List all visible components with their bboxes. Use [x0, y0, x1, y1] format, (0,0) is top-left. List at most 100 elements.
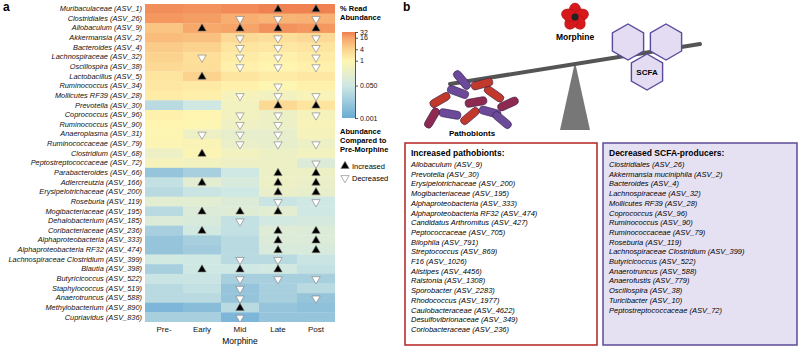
heatmap-cell	[221, 245, 259, 255]
list-item: Bacteroides (ASV_4)	[609, 179, 680, 188]
change-marker	[312, 36, 320, 43]
heatmap-cell	[145, 81, 183, 91]
heatmap-cell	[183, 100, 221, 110]
change-marker	[198, 24, 206, 31]
change-marker	[236, 132, 244, 139]
list-item: F16 (ASV_1026)	[411, 257, 467, 266]
row-label: Lactobacillus (ASV_5)	[69, 72, 142, 81]
row-label: Methylobacterium (ASV_890)	[45, 303, 142, 312]
heatmap-cell	[183, 235, 221, 245]
list-item: Sporobacter (ASV_2283)	[411, 286, 495, 295]
row-label: Clostridium (ASV_68)	[71, 149, 143, 158]
row-label: Peptostreptococcaceae (ASV_72)	[31, 158, 143, 167]
change-marker	[312, 5, 320, 12]
change-marker	[312, 24, 320, 31]
colorbar-tick-label: 0.050	[360, 82, 378, 89]
list-item: Ruminococcus (ASV_90)	[609, 218, 693, 227]
heatmap-cell	[183, 91, 221, 101]
change-marker	[236, 296, 244, 303]
heatmap-cell	[297, 216, 335, 226]
heatmap-cells	[145, 4, 335, 322]
marker-legend-title: Abundance	[340, 127, 381, 136]
diagram-label: Morphine	[556, 32, 595, 42]
list-item: Butyricicoccus (ASV_522)	[609, 257, 696, 266]
heatmap-cell	[183, 139, 221, 149]
change-marker	[312, 188, 320, 195]
row-tick: Bacteroides (ASV_4)	[73, 43, 145, 52]
colorbar-title: Abundance	[340, 13, 381, 22]
scale-fulcrum	[560, 62, 590, 130]
list-item: Akkermansia muciniphila (ASV_2)	[608, 170, 723, 179]
heatmap-cell	[259, 14, 297, 24]
heatmap-cell	[183, 303, 221, 313]
row-tick: Methylobacterium (ASV_890)	[45, 303, 145, 312]
heatmap-cell	[259, 197, 297, 207]
row-label: Coribacteriaceae (ASV_236)	[48, 226, 143, 235]
heatmap-cell	[145, 71, 183, 81]
heatmap-cell	[183, 71, 221, 81]
column-label: Post	[308, 325, 325, 334]
row-tick: Mogibacteriaceae (ASV_195)	[45, 207, 145, 216]
heatmap-cell	[221, 100, 259, 110]
change-marker	[274, 245, 282, 252]
colorbar-tick: 0.001	[355, 115, 378, 122]
heatmap-cell	[259, 235, 297, 245]
change-marker	[274, 188, 282, 195]
heatmap-cell	[259, 81, 297, 91]
row-tick: Alphaproteobacteria RF32 (ASV_474)	[17, 245, 145, 254]
change-marker	[236, 36, 244, 43]
colorbar-tick-mark	[355, 38, 358, 39]
heatmap-cell	[183, 129, 221, 139]
change-marker	[236, 55, 244, 62]
heatmap-cell	[297, 245, 335, 255]
heatmap-cell	[259, 62, 297, 72]
heatmap-cell	[259, 187, 297, 197]
heatmap-cell	[145, 52, 183, 62]
heatmap-cell	[145, 33, 183, 43]
heatmap-cell	[297, 293, 335, 303]
poppy-petal	[560, 7, 579, 23]
row-label: Coprococcus (ASV_96)	[65, 110, 143, 119]
heatmap-cell	[221, 129, 259, 139]
heatmap-cell	[297, 110, 335, 120]
change-marker	[274, 24, 282, 31]
row-tick: Blautia (ASV_398)	[81, 264, 145, 273]
heatmap-cell	[145, 91, 183, 101]
marker-legend-title: Pre-Morphine	[340, 145, 388, 154]
change-marker	[274, 207, 282, 214]
heatmap-cell	[145, 129, 183, 139]
change-marker	[274, 200, 282, 207]
row-tick: Lactobacillus (ASV_5)	[69, 72, 145, 81]
change-marker	[274, 84, 282, 91]
change-marker	[198, 72, 206, 79]
heatmap-cell	[221, 81, 259, 91]
list-item: Mogibacteriaceae (ASV_195)	[411, 189, 509, 198]
heatmap-cell	[145, 264, 183, 274]
change-marker	[312, 245, 320, 252]
heatmap-cell	[145, 168, 183, 178]
change-marker	[312, 45, 320, 52]
list-title: Increased pathobionts:	[411, 148, 505, 158]
heatmap-cell	[183, 245, 221, 255]
change-marker	[198, 207, 206, 214]
heatmap-cell	[145, 255, 183, 265]
change-marker	[236, 65, 244, 72]
column-tick: Mid	[234, 322, 247, 334]
row-tick: Prevotella (ASV_30)	[75, 101, 145, 110]
list-item: Coprococcus (ASV_96)	[609, 209, 688, 218]
bacterium-rod	[438, 108, 461, 120]
heatmap-cell	[259, 255, 297, 265]
heatmap-cell	[259, 139, 297, 149]
heatmap-cell	[183, 62, 221, 72]
row-label: Prevotella (ASV_30)	[75, 101, 142, 110]
row-label: Adlercreutzia (ASV_166)	[60, 178, 143, 187]
heatmap-cell	[145, 206, 183, 216]
heatmap-cell	[221, 312, 259, 322]
bacterium-rod	[470, 77, 493, 90]
row-tick: Akkermansia (ASV_2)	[68, 33, 145, 42]
heatmap-cell	[297, 62, 335, 72]
heatmap-cell	[145, 100, 183, 110]
row-tick: Clostridiales (ASV_26)	[68, 14, 145, 23]
change-marker	[312, 226, 320, 233]
heatmap-cell	[297, 14, 335, 24]
